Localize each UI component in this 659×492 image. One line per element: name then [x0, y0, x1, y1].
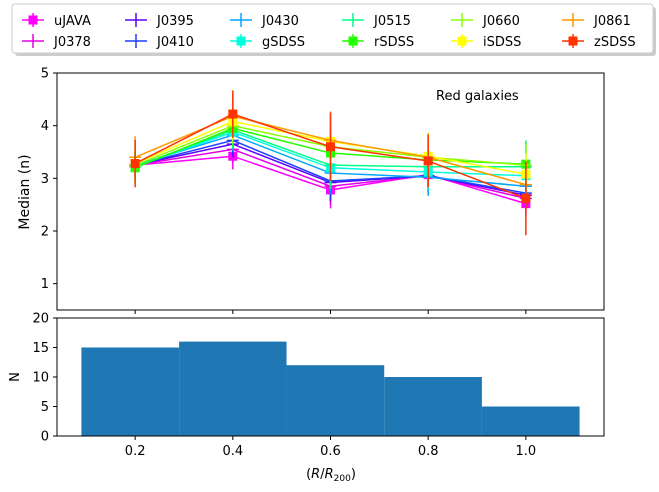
bottom-xtick-label: 0.6 [320, 444, 341, 459]
bottom-ytick-label: 5 [41, 400, 49, 415]
top-ytick-label: 4 [41, 119, 49, 134]
legend-marker [28, 15, 38, 25]
legend-label: J0430 [261, 14, 299, 29]
panel-annotation: Red galaxies [436, 89, 519, 104]
legend-label: J0378 [53, 35, 91, 50]
bottom-ytick-label: 10 [32, 371, 49, 386]
histogram-bar [481, 406, 580, 436]
legend-item-J0515: J0515 [342, 13, 411, 29]
legend-label: zSDSS [594, 35, 636, 50]
data-point [326, 142, 335, 152]
legend-label: rSDSS [374, 35, 414, 50]
legend-label: J0395 [156, 14, 194, 29]
legend-label: gSDSS [262, 35, 305, 50]
legend-marker [457, 36, 467, 46]
bottom-ytick-label: 20 [32, 312, 49, 327]
legend-label: J0861 [593, 14, 631, 29]
legend: uJAVA J0378 J0395 J0410 J0430 gSDSS J0515 rSDSS… [11, 3, 656, 56]
bottom-xlabel: (R/R200) [306, 467, 356, 484]
legend-marker [236, 36, 246, 46]
top-ytick-label: 5 [41, 67, 49, 82]
histogram-panel: 0 5 10 15 20 0.2 0.4 0.6 0.8 1.0 N (R/R200) [8, 312, 605, 484]
median-sersic-panel: 1 2 3 4 5 Red galaxies Median (n) [17, 67, 605, 314]
bottom-ytick-label: 15 [32, 341, 49, 356]
legend-item-J0430: J0430 [230, 13, 299, 29]
series-zSDSS [130, 90, 531, 236]
histogram-bar [81, 347, 180, 436]
legend-label: J0660 [482, 14, 520, 29]
bottom-ytick-label: 0 [41, 430, 49, 445]
legend-item-zSDSS: zSDSS [562, 34, 636, 50]
bottom-xtick-label: 1.0 [516, 444, 537, 459]
data-point [130, 159, 140, 169]
bottom-xtick-label: 0.8 [418, 444, 439, 459]
top-ytick-label: 2 [41, 225, 49, 240]
legend-item-rSDSS: rSDSS [342, 34, 414, 50]
bottom-xtick-label: 0.2 [125, 444, 146, 459]
top-ylabel: Median (n) [17, 154, 33, 229]
legend-item-gSDSS: gSDSS [230, 34, 305, 50]
legend-label: J0515 [373, 14, 411, 29]
top-ytick-label: 3 [41, 172, 49, 187]
legend-marker [348, 36, 358, 46]
data-point [521, 193, 531, 203]
legend-item-J0378: J0378 [22, 34, 91, 50]
histogram-bar [384, 377, 482, 436]
legend-label: iSDSS [483, 35, 521, 50]
legend-item-J0410: J0410 [125, 34, 194, 50]
legend-item-J0861: J0861 [562, 13, 631, 29]
bottom-ylabel: N [8, 372, 23, 382]
top-ytick-label: 1 [41, 277, 49, 292]
legend-label: uJAVA [54, 14, 91, 29]
bottom-xtick-label: 0.4 [222, 444, 243, 459]
data-point [228, 109, 238, 119]
legend-item-J0395: J0395 [125, 13, 194, 29]
legend-frame [11, 3, 654, 54]
data-point [423, 156, 433, 166]
histogram-bar [286, 365, 385, 436]
histogram-bar [179, 341, 287, 436]
legend-marker [568, 36, 578, 46]
legend-label: J0410 [156, 35, 194, 50]
legend-item-J0660: J0660 [451, 13, 520, 29]
legend-item-iSDSS: iSDSS [451, 34, 521, 50]
legend-item-uJAVA: uJAVA [22, 13, 91, 29]
